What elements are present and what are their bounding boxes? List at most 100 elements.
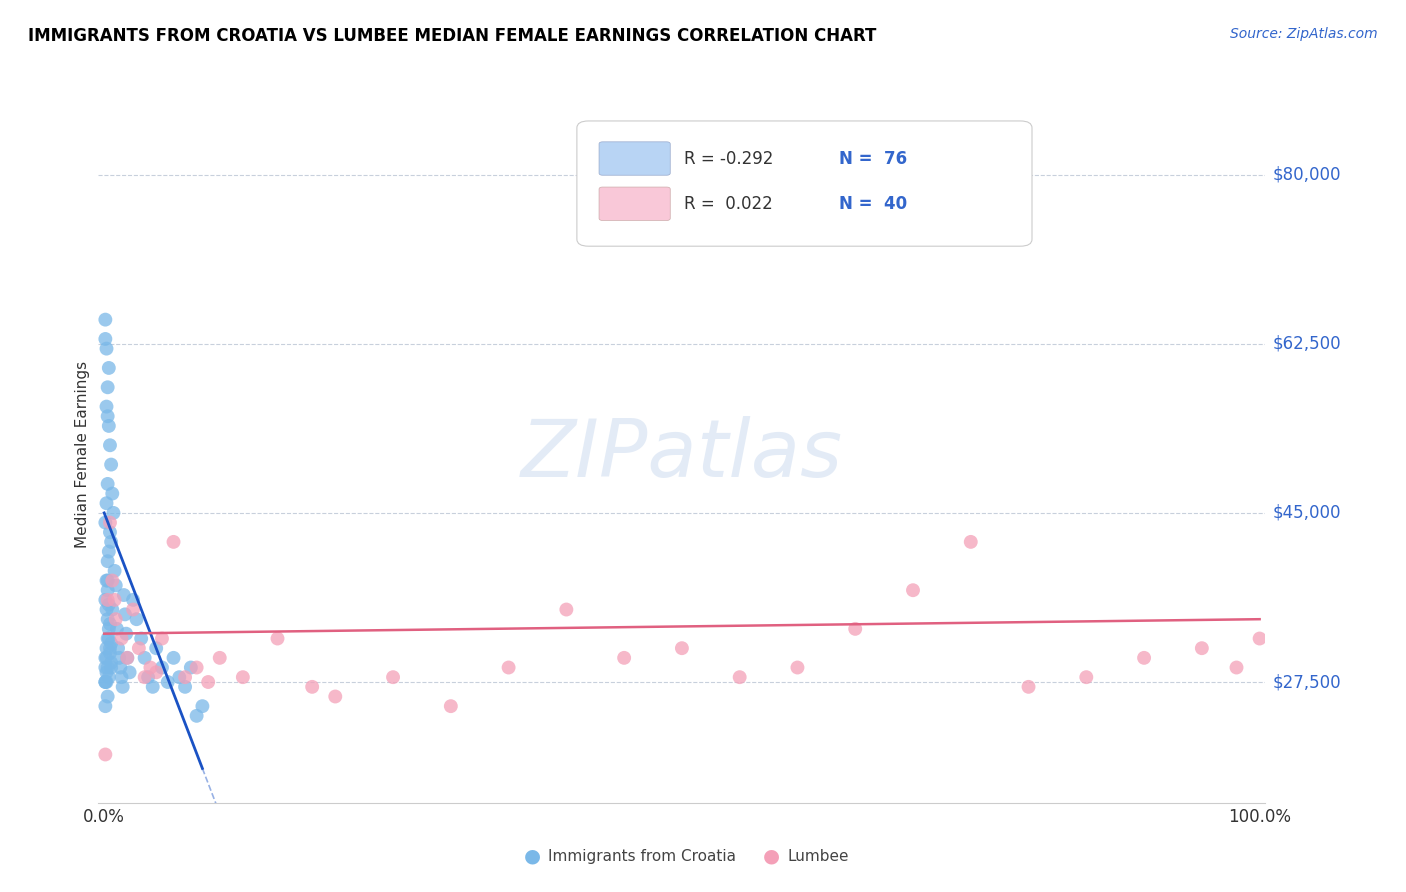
Point (96, 602, 118, 616)
Point (94, 516, 117, 530)
Point (94, 651, 117, 665)
Point (555, 602, 578, 616)
Point (98, 525, 121, 540)
Point (191, 699, 214, 714)
Point (94, 660, 117, 674)
Point (1249, 632, 1271, 646)
Text: $62,500: $62,500 (1272, 334, 1341, 353)
Point (100, 660, 122, 674)
Point (98, 641, 121, 656)
Point (114, 607, 136, 622)
Text: R =  0.022: R = 0.022 (685, 194, 773, 213)
Point (112, 588, 135, 602)
Point (97, 612, 120, 626)
Point (186, 660, 208, 674)
Point (145, 641, 167, 656)
Point (118, 665, 141, 680)
Text: ●: ● (524, 847, 541, 866)
Point (104, 578, 127, 592)
Text: N =  40: N = 40 (839, 194, 908, 213)
Point (174, 680, 197, 694)
Point (97, 419, 120, 434)
Point (97, 690, 120, 704)
Point (844, 622, 866, 636)
Text: $27,500: $27,500 (1272, 673, 1341, 691)
Point (97, 361, 120, 376)
Point (232, 670, 254, 684)
Point (111, 680, 134, 694)
Point (94, 699, 117, 714)
Point (96, 342, 118, 356)
Point (104, 564, 127, 578)
Point (440, 699, 463, 714)
Point (97, 632, 120, 646)
Point (101, 486, 124, 500)
Text: Lumbee: Lumbee (787, 849, 849, 863)
Point (103, 506, 125, 520)
Text: ZIPatlas: ZIPatlas (520, 416, 844, 494)
Point (94, 675, 117, 690)
Point (94, 747, 117, 762)
Point (1225, 660, 1247, 674)
Point (136, 670, 159, 684)
Point (498, 660, 520, 674)
Point (104, 612, 127, 626)
Point (1133, 651, 1156, 665)
Point (382, 670, 405, 684)
Point (145, 665, 167, 680)
Point (97, 660, 120, 674)
Point (169, 670, 191, 684)
Point (162, 651, 184, 665)
Point (94, 592, 117, 607)
Point (901, 583, 924, 598)
Point (107, 641, 129, 656)
Text: N =  76: N = 76 (839, 150, 908, 168)
Point (1018, 680, 1040, 694)
Y-axis label: Median Female Earnings: Median Female Earnings (75, 361, 90, 549)
Point (94, 312, 117, 326)
Point (150, 660, 173, 674)
Point (97, 476, 120, 491)
Point (96, 574, 118, 588)
Point (98, 646, 121, 660)
Point (101, 574, 124, 588)
Point (98, 516, 121, 530)
Point (105, 622, 128, 636)
Point (125, 612, 148, 626)
Point (97, 592, 120, 607)
Point (100, 636, 122, 650)
Point (110, 670, 132, 684)
Point (959, 535, 981, 549)
Point (671, 641, 693, 656)
FancyBboxPatch shape (599, 142, 671, 175)
Text: Immigrants from Croatia: Immigrants from Croatia (548, 849, 737, 863)
Point (156, 675, 179, 690)
Point (301, 680, 323, 694)
Point (98, 438, 121, 452)
Point (96, 496, 118, 510)
Point (97, 583, 120, 598)
Point (97, 632, 120, 646)
Point (98, 617, 121, 632)
Point (266, 632, 288, 646)
Point (180, 660, 202, 674)
Point (197, 675, 219, 690)
Point (122, 592, 145, 607)
Text: IMMIGRANTS FROM CROATIA VS LUMBEE MEDIAN FEMALE EARNINGS CORRELATION CHART: IMMIGRANTS FROM CROATIA VS LUMBEE MEDIAN… (28, 27, 876, 45)
Point (97, 380, 120, 394)
Point (108, 651, 131, 665)
Point (97, 554, 120, 568)
Point (128, 641, 150, 656)
Point (1191, 641, 1213, 656)
Point (174, 670, 197, 684)
Point (323, 690, 346, 704)
Point (97, 409, 120, 424)
Point (150, 632, 173, 646)
Point (94, 332, 117, 346)
Text: R = -0.292: R = -0.292 (685, 150, 773, 168)
Point (100, 535, 122, 549)
Point (139, 660, 162, 674)
Point (96, 651, 118, 665)
Point (129, 632, 152, 646)
Point (96, 641, 118, 656)
